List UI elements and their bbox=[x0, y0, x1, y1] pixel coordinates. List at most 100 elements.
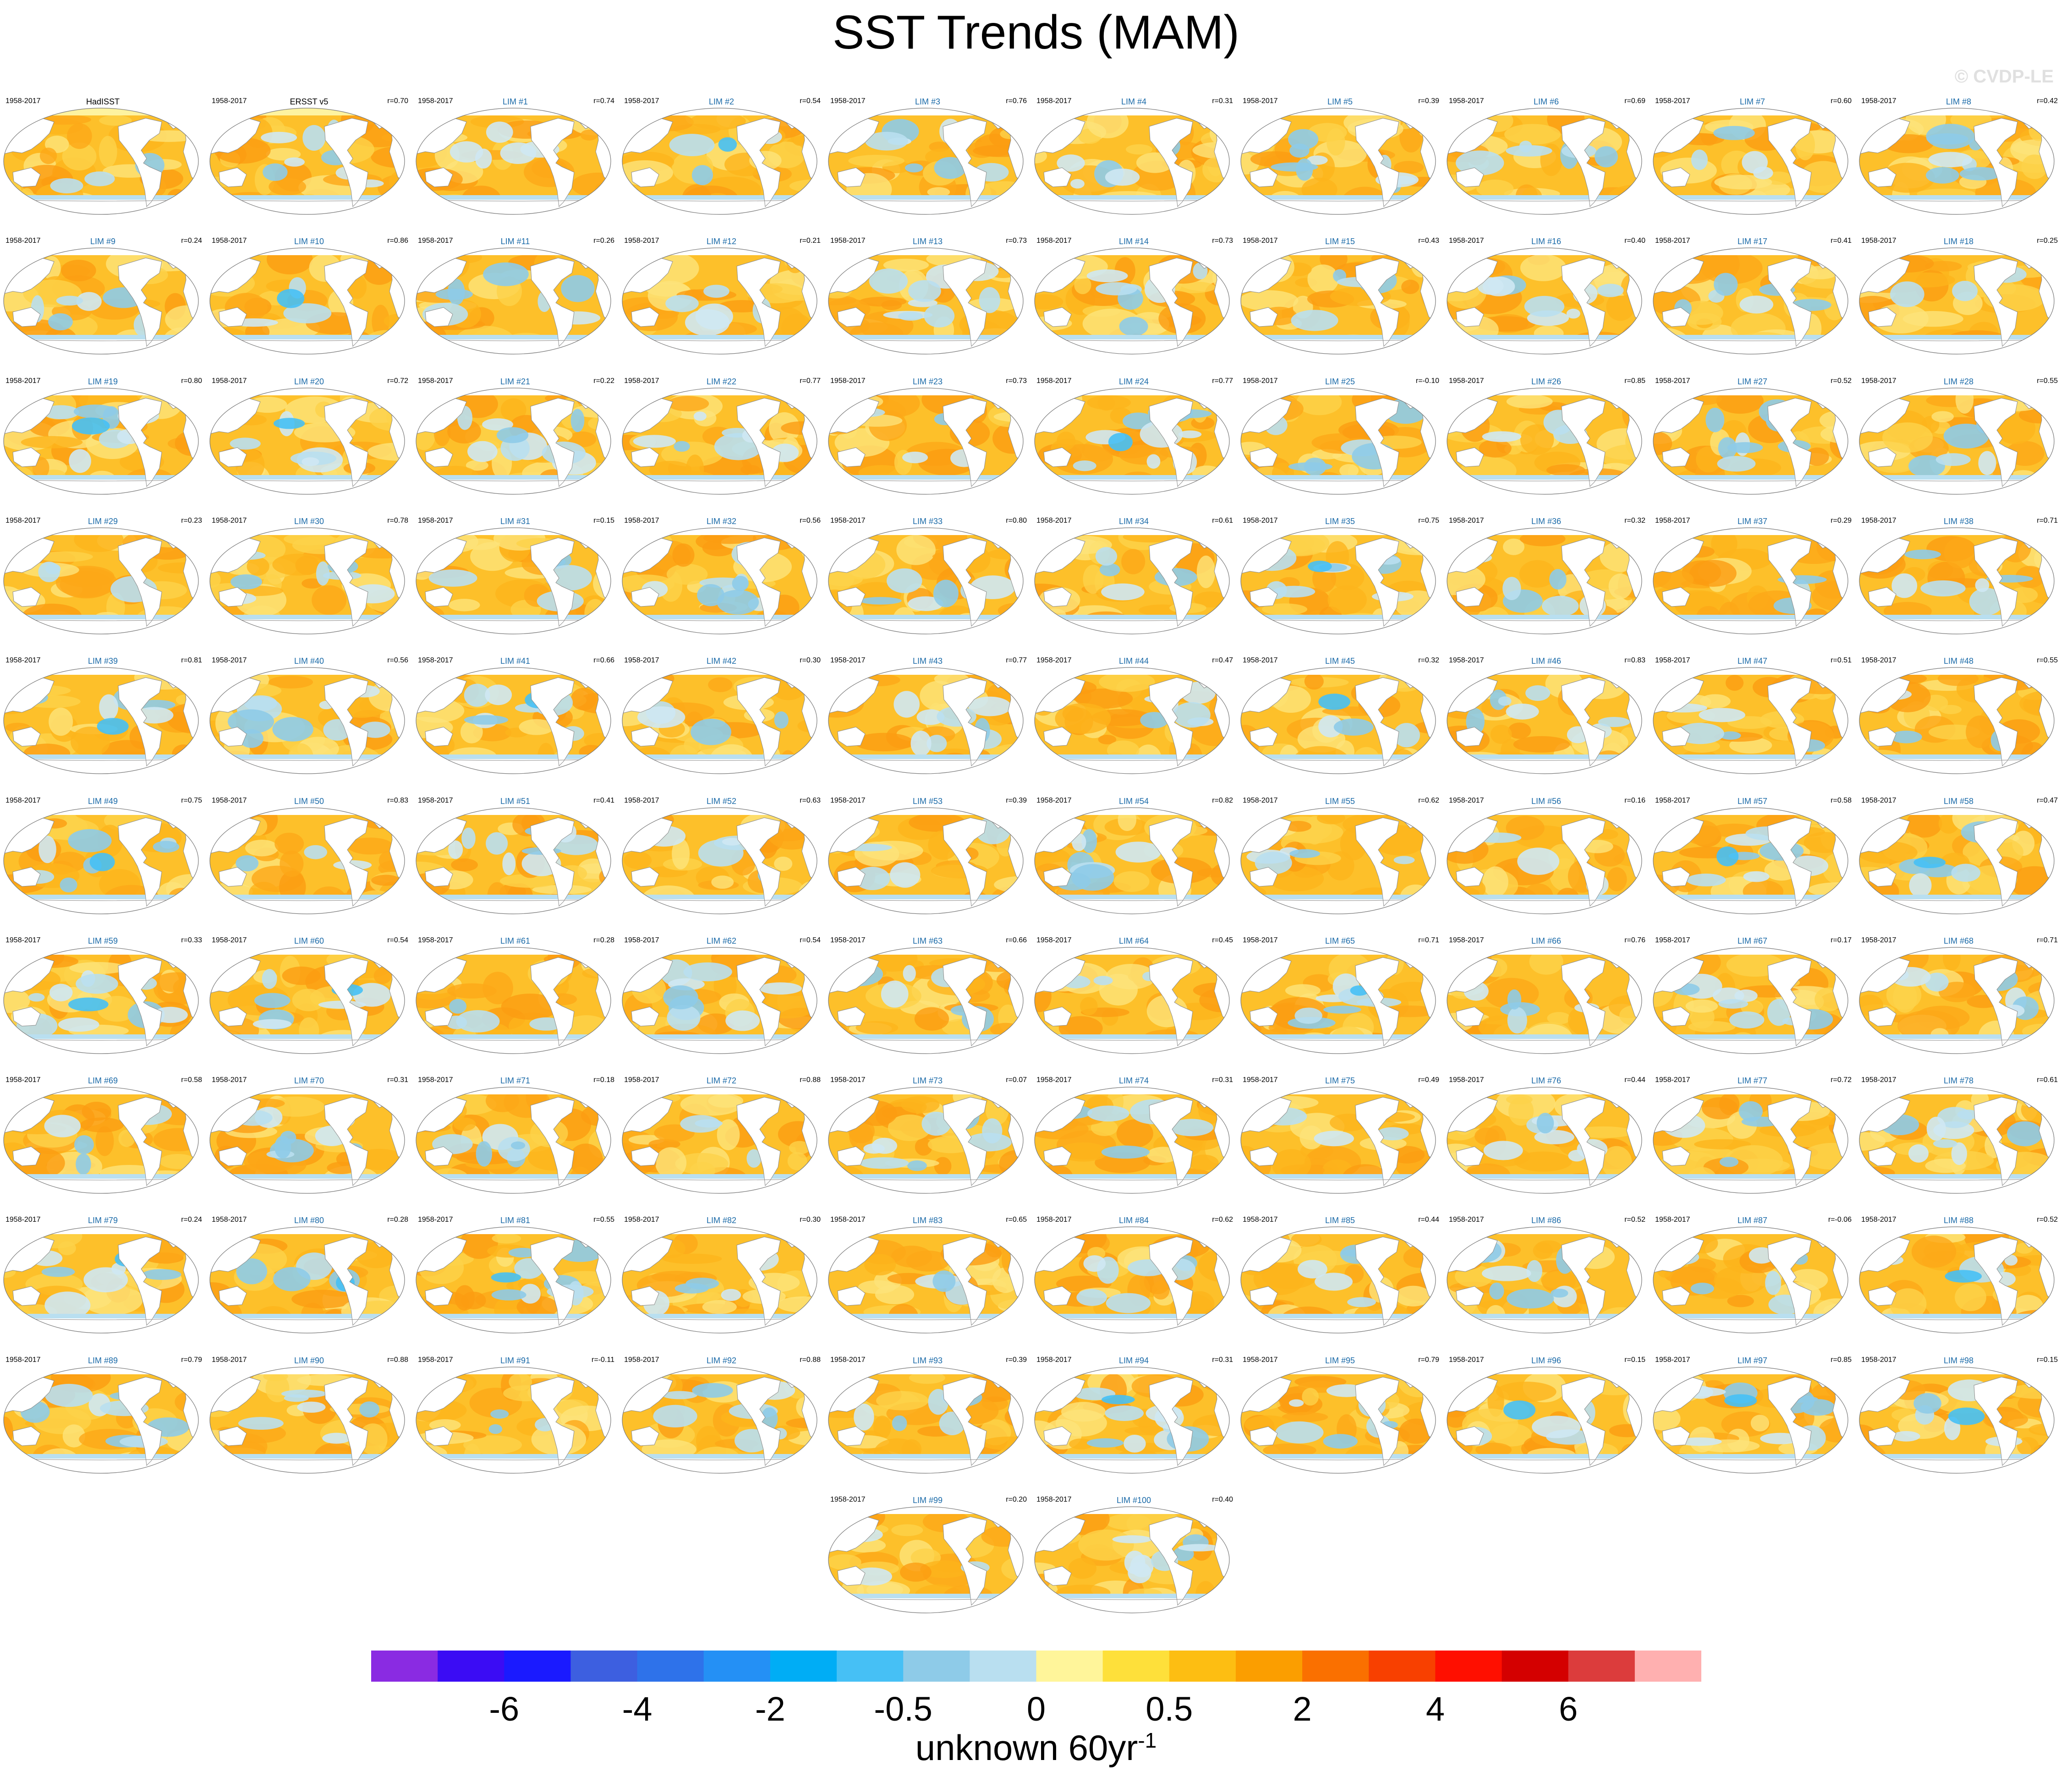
panel-correlation: r=0.61 bbox=[2037, 1076, 2058, 1084]
panel-correlation: r=0.72 bbox=[387, 377, 408, 385]
colorbar-swatch bbox=[970, 1651, 1036, 1682]
map-panel: 1958-2017 LIM #15 r=0.43 bbox=[1240, 237, 1440, 361]
panel-title: ERSST v5 bbox=[290, 97, 329, 106]
map-panel: 1958-2017 LIM #5 r=0.39 bbox=[1240, 97, 1440, 221]
robinson-map bbox=[209, 807, 405, 914]
map-panel: 1958-2017 LIM #19 r=0.80 bbox=[3, 377, 203, 501]
map-panel: 1958-2017 LIM #74 r=0.31 bbox=[1034, 1076, 1234, 1200]
robinson-map bbox=[1859, 1087, 2055, 1194]
colorbar-swatch bbox=[637, 1651, 704, 1682]
panel-period: 1958-2017 bbox=[418, 516, 453, 525]
map-panel: 1958-2017 LIM #31 r=0.15 bbox=[415, 517, 615, 640]
panel-period: 1958-2017 bbox=[1036, 936, 1072, 944]
panel-title: LIM #10 bbox=[294, 237, 324, 246]
robinson-map bbox=[1653, 1226, 1848, 1334]
panel-period: 1958-2017 bbox=[418, 796, 453, 804]
panel-period: 1958-2017 bbox=[1243, 936, 1278, 944]
panel-correlation: r=0.16 bbox=[1624, 796, 1645, 804]
colorbar-swatch bbox=[837, 1651, 904, 1682]
panel-correlation: r=0.77 bbox=[1212, 377, 1233, 385]
robinson-map bbox=[1034, 1506, 1230, 1613]
panel-title: LIM #64 bbox=[1118, 936, 1149, 946]
robinson-map bbox=[1653, 1367, 1848, 1474]
map-panel: 1958-2017 LIM #33 r=0.80 bbox=[828, 517, 1028, 640]
panel-title: LIM #53 bbox=[912, 796, 943, 806]
panel-period: 1958-2017 bbox=[1036, 656, 1072, 665]
robinson-map bbox=[1653, 527, 1848, 634]
panel-period: 1958-2017 bbox=[212, 377, 247, 385]
panel-period: 1958-2017 bbox=[830, 936, 866, 944]
panel-title: LIM #12 bbox=[706, 237, 737, 246]
map-panel: 1958-2017 LIM #54 r=0.82 bbox=[1034, 797, 1234, 920]
colorbar-tick-label: -4 bbox=[622, 1690, 652, 1728]
panel-correlation: r=0.24 bbox=[181, 1216, 202, 1224]
panel-correlation: r=0.44 bbox=[1418, 1216, 1439, 1224]
colorbar-swatch bbox=[438, 1651, 504, 1682]
panel-period: 1958-2017 bbox=[830, 796, 866, 804]
panel-title: HadISST bbox=[86, 97, 120, 106]
units-exponent: -1 bbox=[1138, 1728, 1157, 1752]
panel-title: LIM #97 bbox=[1737, 1356, 1768, 1365]
panel-period: 1958-2017 bbox=[1036, 1496, 1072, 1503]
panel-correlation: r=0.55 bbox=[2037, 656, 2058, 665]
panel-period: 1958-2017 bbox=[1861, 237, 1897, 245]
map-panel: 1958-2017 HadISST bbox=[3, 97, 203, 221]
panel-title: LIM #58 bbox=[1943, 796, 1974, 806]
panel-period: 1958-2017 bbox=[1861, 97, 1897, 105]
panel-title: LIM #52 bbox=[706, 796, 737, 806]
map-panel: 1958-2017 LIM #29 r=0.23 bbox=[3, 517, 203, 640]
panel-title: LIM #25 bbox=[1325, 377, 1355, 386]
panel-title: LIM #16 bbox=[1531, 237, 1562, 246]
panel-title: LIM #63 bbox=[912, 936, 943, 946]
panel-title: LIM #43 bbox=[912, 656, 943, 666]
panel-correlation: r=0.58 bbox=[181, 1076, 202, 1084]
panel-correlation: r=0.25 bbox=[2037, 237, 2058, 245]
robinson-map bbox=[209, 1087, 405, 1194]
panel-title: LIM #5 bbox=[1327, 97, 1353, 106]
panel-period: 1958-2017 bbox=[1243, 796, 1278, 804]
panel-title: LIM #32 bbox=[706, 516, 737, 526]
map-panel: 1958-2017 LIM #44 r=0.47 bbox=[1034, 656, 1234, 780]
robinson-map bbox=[828, 947, 1024, 1054]
map-panel: 1958-2017 LIM #20 r=0.72 bbox=[209, 377, 409, 501]
map-panel: 1958-2017 LIM #78 r=0.61 bbox=[1858, 1076, 2059, 1200]
colorbar-tick-label: 4 bbox=[1425, 1690, 1445, 1728]
robinson-map bbox=[1034, 1087, 1230, 1194]
robinson-map bbox=[1447, 1226, 1642, 1334]
robinson-map bbox=[3, 108, 199, 215]
robinson-map bbox=[1859, 1367, 2055, 1474]
panel-period: 1958-2017 bbox=[418, 1216, 453, 1224]
map-panel: 1958-2017 LIM #92 r=0.88 bbox=[621, 1356, 822, 1480]
map-panel: 1958-2017 LIM #16 r=0.40 bbox=[1446, 237, 1646, 361]
panel-title: LIM #67 bbox=[1737, 936, 1768, 946]
robinson-map bbox=[416, 807, 611, 914]
robinson-map bbox=[1447, 387, 1642, 495]
map-panel: 1958-2017 LIM #21 r=0.22 bbox=[415, 377, 615, 501]
map-panel: 1958-2017 LIM #65 r=0.71 bbox=[1240, 936, 1440, 1060]
panel-period: 1958-2017 bbox=[5, 97, 41, 105]
panel-correlation: r=0.74 bbox=[593, 97, 614, 105]
map-panel: 1958-2017 LIM #50 r=0.83 bbox=[209, 797, 409, 920]
panel-period: 1958-2017 bbox=[418, 97, 453, 105]
robinson-map bbox=[1653, 807, 1848, 914]
panel-title: LIM #44 bbox=[1118, 656, 1149, 666]
panel-period: 1958-2017 bbox=[1036, 377, 1072, 385]
map-panel: 1958-2017 LIM #48 r=0.55 bbox=[1858, 656, 2059, 780]
map-panel: 1958-2017 LIM #90 r=0.88 bbox=[209, 1356, 409, 1480]
robinson-map bbox=[209, 387, 405, 495]
map-panel: 1958-2017 LIM #53 r=0.39 bbox=[828, 797, 1028, 920]
panel-correlation: r=0.32 bbox=[1624, 516, 1645, 525]
robinson-map bbox=[622, 1367, 817, 1474]
panel-period: 1958-2017 bbox=[1861, 1216, 1897, 1224]
panel-correlation: r=0.28 bbox=[593, 936, 614, 944]
map-panel-grid: 1958-2017 HadISST 1958-2017 ERSST v5 r=0.70 1… bbox=[3, 97, 2059, 1613]
panel-period: 1958-2017 bbox=[624, 936, 659, 944]
map-panel: 1958-2017 LIM #47 r=0.51 bbox=[1652, 656, 1853, 780]
panel-period: 1958-2017 bbox=[1243, 237, 1278, 245]
panel-correlation: r=0.30 bbox=[800, 1216, 821, 1224]
robinson-map bbox=[209, 108, 405, 215]
panel-title: LIM #75 bbox=[1325, 1076, 1355, 1086]
robinson-map bbox=[828, 247, 1024, 355]
colorbar-tick-label: 2 bbox=[1293, 1690, 1312, 1728]
panel-period: 1958-2017 bbox=[624, 377, 659, 385]
